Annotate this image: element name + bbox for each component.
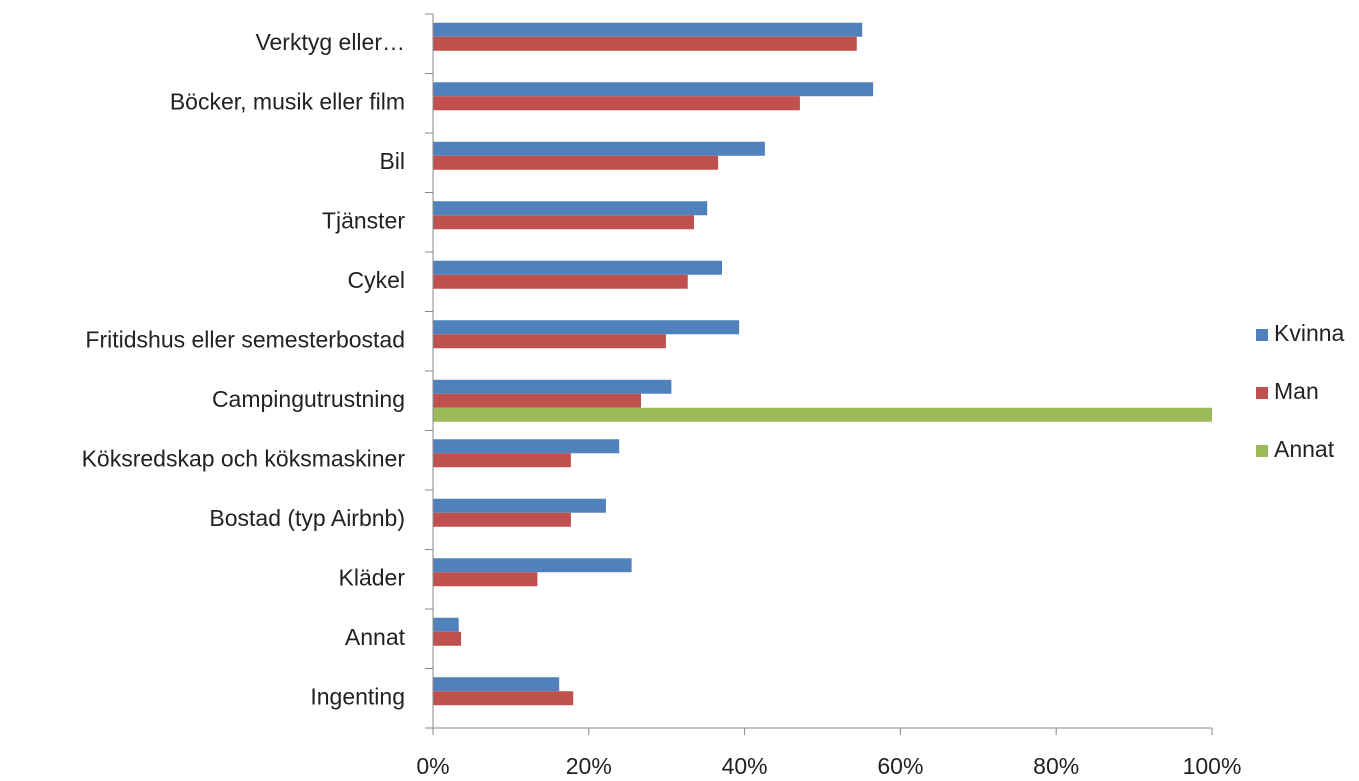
bar xyxy=(433,498,606,513)
legend-label: Kvinna xyxy=(1274,320,1345,346)
x-tick-label: 40% xyxy=(722,753,768,779)
y-tick-label: Ingenting xyxy=(310,683,405,709)
bar xyxy=(433,617,459,632)
bar xyxy=(433,215,694,230)
y-tick-label: Bostad (typ Airbnb) xyxy=(209,505,405,531)
legend-swatch xyxy=(1256,445,1268,457)
bar xyxy=(433,677,560,692)
y-tick-label: Köksredskap och köksmaskiner xyxy=(82,445,406,471)
y-tick-label: Cykel xyxy=(347,267,405,293)
y-tick-label: Campingutrustning xyxy=(212,386,405,412)
bar xyxy=(433,631,462,646)
bar xyxy=(433,274,688,289)
bar xyxy=(433,22,863,37)
x-tick-label: 80% xyxy=(1033,753,1079,779)
y-tick-label: Tjänster xyxy=(322,207,405,233)
bar xyxy=(433,96,800,111)
bar xyxy=(433,260,723,275)
bar xyxy=(433,82,874,97)
y-tick-label: Kläder xyxy=(339,564,406,590)
bar xyxy=(433,379,672,394)
legend-label: Man xyxy=(1274,378,1319,404)
legend-swatch xyxy=(1256,387,1268,399)
y-tick-label: Böcker, musik eller film xyxy=(170,88,405,114)
bar xyxy=(433,453,571,468)
y-tick-label: Annat xyxy=(345,624,406,650)
bar xyxy=(433,141,765,156)
bar xyxy=(433,393,641,408)
legend-swatch xyxy=(1256,329,1268,341)
bar xyxy=(433,439,620,454)
bar xyxy=(433,334,666,349)
y-tick-label: Bil xyxy=(379,148,405,174)
bar xyxy=(433,201,708,216)
bar xyxy=(433,691,574,706)
x-tick-label: 0% xyxy=(416,753,449,779)
bar xyxy=(433,155,719,170)
bar xyxy=(433,407,1212,422)
x-tick-label: 20% xyxy=(566,753,612,779)
y-tick-label: Verktyg eller… xyxy=(255,29,405,55)
x-tick-label: 100% xyxy=(1183,753,1242,779)
y-tick-label: Fritidshus eller semesterbostad xyxy=(85,326,405,352)
bar xyxy=(433,572,538,587)
bar xyxy=(433,320,740,335)
bar xyxy=(433,512,571,527)
bar xyxy=(433,36,857,51)
legend-label: Annat xyxy=(1274,436,1335,462)
x-tick-label: 60% xyxy=(877,753,923,779)
bar xyxy=(433,558,632,573)
